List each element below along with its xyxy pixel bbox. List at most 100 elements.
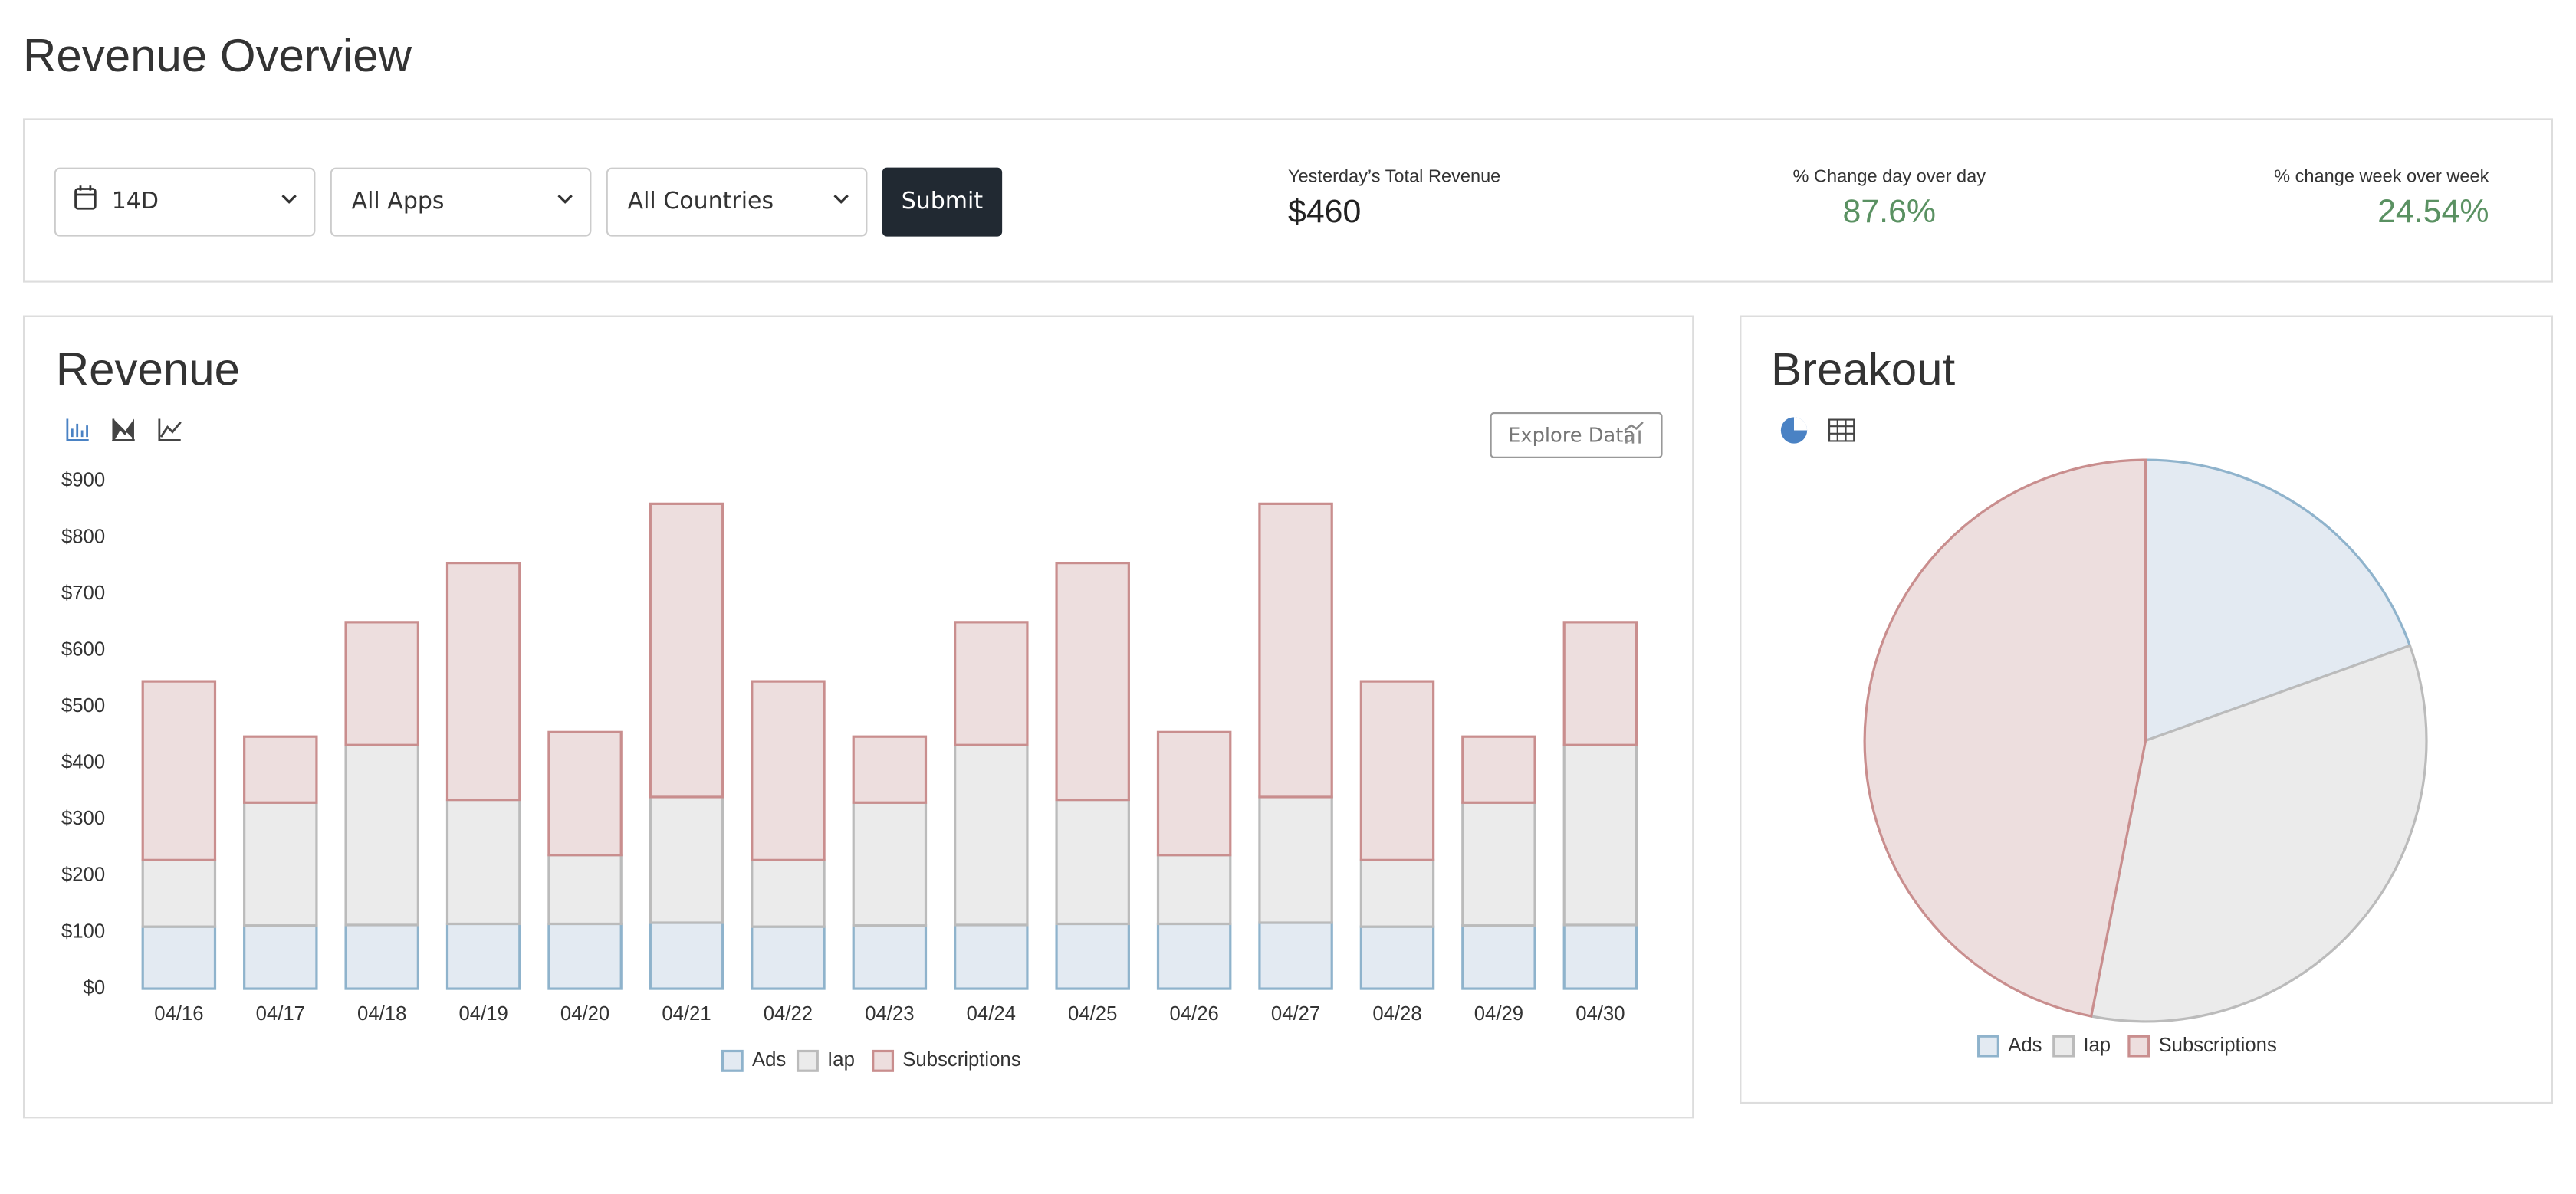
y-tick-label: $400 [61, 752, 105, 773]
chart-type-icons[interactable] [66, 418, 182, 441]
x-tick-label: 04/25 [1068, 1003, 1117, 1025]
bar-icon[interactable] [66, 418, 89, 441]
y-tick-label: $800 [61, 526, 105, 547]
bar-segment [141, 925, 217, 990]
bar-segment [1258, 502, 1333, 799]
bar-segment [547, 730, 623, 857]
caret [833, 194, 849, 204]
explore-label[interactable]: Explore Data [1508, 425, 1635, 448]
line-icon[interactable] [158, 418, 182, 441]
table-icon[interactable] [1829, 418, 1855, 442]
bar-segment [1461, 924, 1536, 990]
bar-segment [649, 795, 724, 924]
chart-title: Breakout [1771, 343, 1955, 395]
x-tick-label: 04/18 [357, 1003, 406, 1025]
bar-segment [243, 735, 318, 804]
bar-segment [1562, 923, 1638, 990]
x-tick-label: 04/20 [560, 1003, 610, 1025]
x-tick-label: 04/16 [154, 1003, 203, 1025]
pie-icon-slice [1794, 417, 1808, 431]
dropdown-text[interactable]: All Countries [628, 188, 774, 215]
bar-segment [1258, 795, 1333, 924]
legend-label: Ads [752, 1049, 786, 1071]
legend-swatch [721, 1049, 744, 1072]
legend-label: Ads [2008, 1035, 2042, 1056]
bar-segment [1359, 858, 1435, 928]
legend-swatch [796, 1049, 819, 1072]
y-tick-label: $0 [84, 977, 106, 999]
bar-segment [954, 923, 1029, 990]
revenue-panel [23, 315, 1694, 1119]
legend-label: Subscriptions [902, 1049, 1020, 1071]
area-icon[interactable] [111, 418, 135, 441]
bar-segment [1055, 922, 1130, 990]
countries-dropdown[interactable]: All Countries [606, 167, 868, 237]
bar-segment [954, 621, 1029, 746]
legend-label: Iap [827, 1049, 855, 1071]
pie-slice [1863, 458, 2147, 1018]
bar-segment [649, 921, 724, 990]
page-title: Revenue Overview [23, 30, 412, 81]
stat-label: Yesterday’s Total Revenue [1288, 166, 1500, 186]
bar-segment [1055, 799, 1130, 926]
y-tick-label: $500 [61, 695, 105, 717]
pie-slice [2089, 644, 2428, 1023]
bar-segment [1562, 621, 1638, 746]
x-tick-label: 04/27 [1271, 1003, 1320, 1025]
bar-segment [852, 801, 928, 927]
bar-segment [1461, 801, 1536, 927]
bar-segment [751, 858, 826, 928]
stat-label: % Change day over day [1793, 166, 1986, 186]
caret [281, 194, 297, 204]
apps-dropdown[interactable]: All Apps [330, 167, 592, 237]
x-tick-label: 04/26 [1169, 1003, 1218, 1025]
bar-segment [1359, 680, 1435, 861]
range-dropdown[interactable]: 14D [54, 167, 316, 237]
bar-segment [1156, 922, 1232, 990]
bar-segment [954, 743, 1029, 927]
caret [557, 194, 573, 204]
stat-value: 87.6% [1843, 193, 1936, 230]
bar-segment [344, 621, 419, 746]
y-tick-label: $100 [61, 920, 105, 942]
explore-button[interactable] [1490, 412, 1663, 458]
legend-swatch [2052, 1035, 2075, 1058]
legend-swatch [2128, 1035, 2150, 1058]
x-tick-label: 04/29 [1474, 1003, 1523, 1025]
bar-segment [243, 924, 318, 990]
bar-segment [1461, 735, 1536, 804]
bar-segment [852, 924, 928, 990]
bar-segment [751, 925, 826, 990]
bar-segment [547, 922, 623, 990]
bar-segment [751, 680, 826, 861]
y-tick-label: $600 [61, 638, 105, 660]
stat-value: $460 [1288, 193, 1361, 230]
dropdown-text[interactable]: All Apps [352, 188, 445, 215]
dropdown-box[interactable] [330, 167, 592, 237]
dropdown-text[interactable]: 14D [112, 188, 159, 215]
breakout-icons[interactable] [1780, 417, 1855, 444]
bar-segment [1156, 730, 1232, 857]
bar-segment [547, 854, 623, 926]
submit-label[interactable]: Submit [902, 188, 984, 215]
legend-swatch [1977, 1035, 1999, 1058]
stat-value: 24.54% [2377, 193, 2489, 230]
bar-segment [344, 923, 419, 990]
x-tick-label: 04/24 [967, 1003, 1016, 1025]
dropdown-box[interactable] [606, 167, 868, 237]
stat-label: % change week over week [2274, 166, 2489, 186]
legend-label: Subscriptions [2159, 1035, 2277, 1056]
bar-segment [1258, 921, 1333, 990]
bar-segment [445, 561, 521, 802]
dropdown-box[interactable] [54, 167, 316, 237]
bar-segment [445, 799, 521, 926]
bar-segment [243, 801, 318, 927]
x-tick-label: 04/22 [764, 1003, 813, 1025]
bar-segment [344, 743, 419, 927]
y-tick-label: $300 [61, 808, 105, 829]
x-tick-label: 04/28 [1372, 1003, 1421, 1025]
bar-segment [1055, 561, 1130, 802]
submit-button[interactable] [882, 167, 1003, 237]
bar-segment [1156, 854, 1232, 926]
